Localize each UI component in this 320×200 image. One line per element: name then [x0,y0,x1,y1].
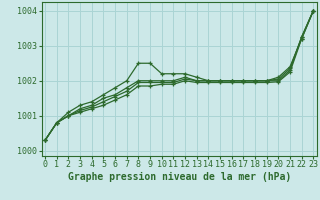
X-axis label: Graphe pression niveau de la mer (hPa): Graphe pression niveau de la mer (hPa) [68,172,291,182]
